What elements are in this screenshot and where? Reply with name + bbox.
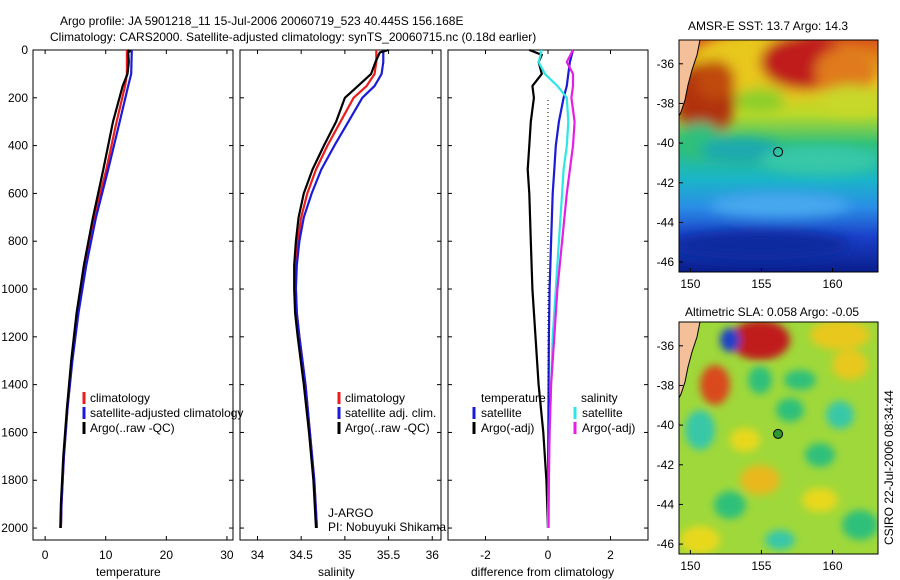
map-x-tick-label: 155: [751, 559, 771, 573]
map-y-tick-label: -40: [657, 136, 675, 150]
legend-label-argo: Argo(..raw -QC): [345, 421, 430, 435]
legend-label-satellite: satellite adj. clim.: [345, 406, 436, 420]
legend-label-climatology: climatology: [90, 391, 150, 405]
series-line-temperature-argo-adj-: [526, 48, 550, 529]
x-tick-label: 0: [545, 548, 552, 562]
salinity-legend: climatology satellite adj. clim. Argo(..…: [337, 391, 436, 435]
series-line-argo-raw-qc-: [293, 48, 389, 529]
x-tick-label: 34: [251, 548, 265, 562]
legend-header-temperature: temperature: [481, 391, 546, 405]
legend-label-temp-argo: Argo(-adj): [481, 421, 534, 435]
map-y-tick-label: -46: [657, 255, 675, 269]
series-line-salinity-satellite: [537, 49, 570, 529]
figure-title-line2: Climatology: CARS2000. Satellite-adjuste…: [50, 30, 536, 44]
difference-legend: temperature salinity satellite Argo(-adj…: [472, 391, 635, 435]
sst-map-frame: [678, 39, 879, 273]
salinity-plot: 34 34.5 35 35.5 36: [240, 48, 441, 562]
salinity-axis-label: salinity: [318, 565, 355, 579]
depth-tick-label: 1600: [1, 425, 28, 439]
x-tick-label: -2: [480, 548, 491, 562]
x-tick-label: 34.5: [289, 548, 313, 562]
x-tick-label: 35: [338, 548, 352, 562]
legend-label-sal-satellite: satellite: [582, 406, 623, 420]
sla-map-axes: 150 155 160 -36 -38 -40 -42 -44 -46: [657, 339, 843, 573]
timestamp-stamp: CSIRO 22-Jul-2006 08:34:44: [882, 390, 896, 545]
depth-tick-label: 1400: [1, 378, 28, 392]
x-tick-label: 30: [220, 548, 234, 562]
x-tick-label: 35.5: [377, 548, 401, 562]
map-y-tick-label: -44: [657, 497, 675, 511]
legend-label-climatology: climatology: [345, 391, 405, 405]
sst-argo-marker: [773, 146, 784, 157]
depth-tick-label: 400: [8, 139, 28, 153]
temperature-axis-label: temperature: [96, 565, 161, 579]
depth-tick-label: 600: [8, 186, 28, 200]
series-line-temperature-satellite: [546, 49, 575, 528]
sla-map-frame: [678, 321, 879, 555]
legend-label-argo: Argo(..raw -QC): [90, 421, 175, 435]
map-x-tick-label: 150: [680, 559, 700, 573]
map-y-tick-label: -36: [657, 57, 675, 71]
sla-map-title: Altimetric SLA: 0.058 Argo: -0.05: [685, 305, 859, 319]
map-y-tick-label: -40: [657, 418, 675, 432]
legend-label-sal-argo: Argo(-adj): [582, 421, 635, 435]
x-tick-label: 2: [607, 548, 614, 562]
depth-tick-label: 200: [8, 91, 28, 105]
depth-tick-label: 2000: [1, 521, 28, 535]
difference-axis-label: difference from climatology: [471, 565, 614, 579]
depth-axis: 0 200 400 600 800 1000 1200 1400 1600 1800 2000: [1, 43, 28, 535]
map-x-tick-label: 160: [822, 559, 842, 573]
sst-map-title: AMSR-E SST: 13.7 Argo: 14.3: [688, 19, 848, 33]
temperature-panel-frame: [32, 49, 234, 541]
map-x-tick-label: 160: [822, 277, 842, 291]
difference-plot: -2 0 2: [448, 48, 648, 562]
map-y-tick-label: -46: [657, 537, 675, 551]
temperature-plot: 0 10 20 30: [33, 49, 234, 562]
map-y-tick-label: -44: [657, 215, 675, 229]
sla-argo-marker: [773, 428, 784, 439]
sst-land: [679, 40, 701, 117]
map-y-tick-label: -38: [657, 96, 675, 110]
legend-header-salinity: salinity: [581, 391, 618, 405]
depth-tick-label: 0: [21, 43, 28, 57]
depth-tick-label: 800: [8, 234, 28, 248]
pi-credit-line2: PI: Nobuyuki Shikama: [328, 520, 446, 534]
series-line-argo-raw-qc-: [59, 49, 132, 529]
figure-title-line1: Argo profile: JA 5901218_11 15-Jul-2006 …: [60, 14, 463, 28]
map-y-tick-label: -42: [657, 458, 675, 472]
x-tick-label: 20: [160, 548, 174, 562]
map-x-tick-label: 150: [680, 277, 700, 291]
pi-credit-line1: J-ARGO: [328, 506, 373, 520]
sst-map-axes: 150 155 160 -36 -38 -40 -42 -44 -46: [657, 57, 843, 291]
series-line-satellite-adjusted-climatology: [59, 49, 133, 529]
temperature-legend: climatology satellite-adjusted climatolo…: [82, 391, 243, 435]
salinity-panel-frame: [239, 49, 442, 541]
x-tick-label: 0: [42, 548, 49, 562]
sla-land: [679, 322, 701, 399]
legend-label-satellite: satellite-adjusted climatology: [90, 406, 243, 420]
series-line-satellite-adj-clim-: [294, 50, 385, 529]
depth-tick-label: 1800: [1, 473, 28, 487]
series-line-climatology: [59, 50, 129, 529]
map-y-tick-label: -42: [657, 176, 675, 190]
x-tick-label: 10: [99, 548, 113, 562]
depth-tick-label: 1200: [1, 330, 28, 344]
depth-tick-label: 1000: [1, 282, 28, 296]
map-y-tick-label: -36: [657, 339, 675, 353]
series-line-salinity-argo-adj-: [547, 49, 576, 529]
map-x-tick-label: 155: [751, 277, 771, 291]
legend-label-temp-satellite: satellite: [481, 406, 522, 420]
sst-map-image: [679, 40, 878, 272]
x-tick-label: 36: [426, 548, 440, 562]
map-y-tick-label: -38: [657, 378, 675, 392]
